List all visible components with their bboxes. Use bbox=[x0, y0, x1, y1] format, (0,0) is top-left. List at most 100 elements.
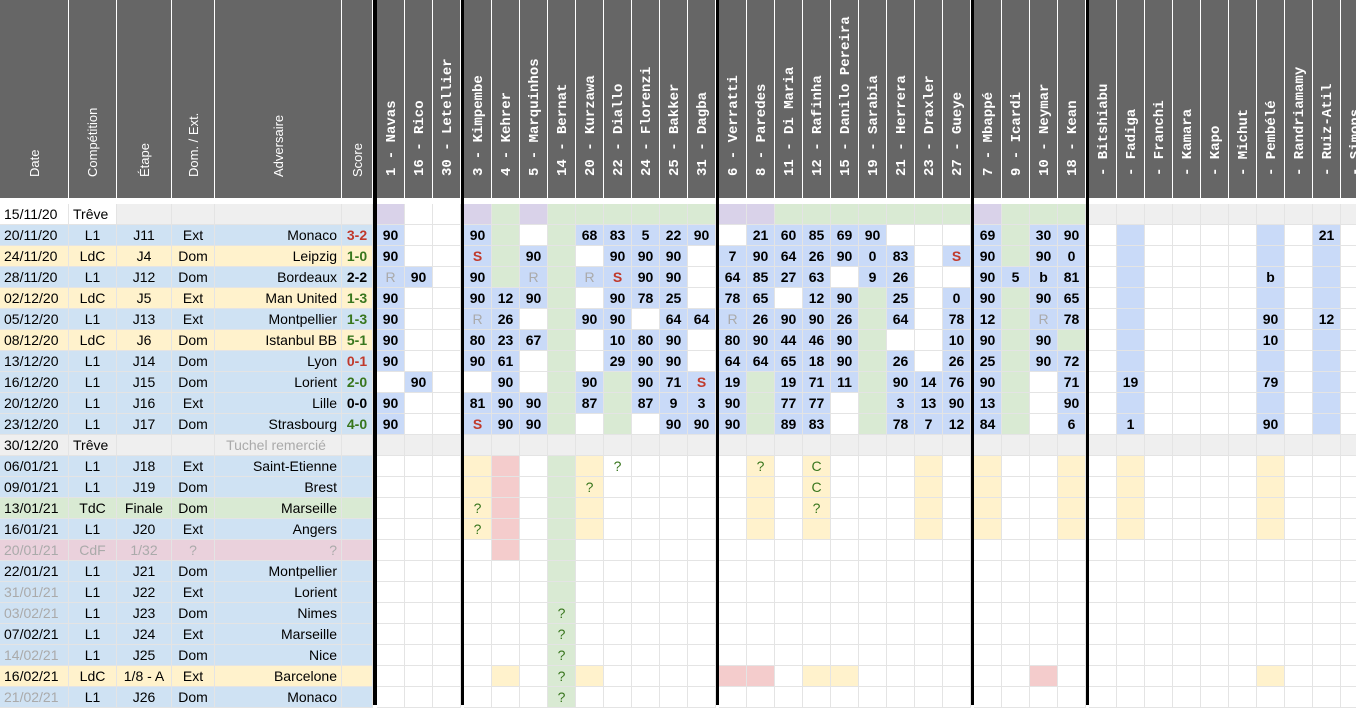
player-cell[interactable]: 90 bbox=[632, 351, 660, 372]
player-cell[interactable]: 90 bbox=[604, 309, 632, 330]
player-cell[interactable]: ? bbox=[747, 456, 775, 477]
player-cell[interactable] bbox=[1145, 456, 1173, 477]
player-cell[interactable]: 26 bbox=[831, 309, 859, 330]
player-cell[interactable] bbox=[604, 498, 632, 519]
player-cell[interactable] bbox=[433, 645, 461, 666]
player-cell[interactable] bbox=[974, 603, 1002, 624]
player-cell[interactable]: 79 bbox=[1257, 372, 1285, 393]
player-cell[interactable] bbox=[1145, 204, 1173, 225]
player-cell[interactable] bbox=[859, 498, 887, 519]
player-cell[interactable] bbox=[1313, 267, 1341, 288]
player-cell[interactable]: 10 bbox=[1257, 330, 1285, 351]
player-cell[interactable]: 90 bbox=[974, 372, 1002, 393]
player-cell[interactable] bbox=[1089, 288, 1117, 309]
player-cell[interactable]: 90 bbox=[1257, 309, 1285, 330]
player-cell[interactable]: 60 bbox=[775, 225, 803, 246]
player-cell[interactable] bbox=[974, 582, 1002, 603]
player-cell[interactable]: 21 bbox=[1313, 225, 1341, 246]
player-cell[interactable] bbox=[1341, 435, 1356, 456]
player-cell[interactable] bbox=[1002, 540, 1030, 561]
player-cell[interactable] bbox=[464, 624, 492, 645]
player-cell[interactable] bbox=[660, 498, 688, 519]
player-cell[interactable] bbox=[660, 582, 688, 603]
player-cell[interactable] bbox=[520, 435, 548, 456]
player-cell[interactable] bbox=[1313, 477, 1341, 498]
player-cell[interactable] bbox=[377, 540, 405, 561]
player-header-26[interactable]: - Fadiga bbox=[1117, 0, 1145, 198]
player-cell[interactable] bbox=[747, 624, 775, 645]
player-cell[interactable] bbox=[1145, 519, 1173, 540]
player-cell[interactable] bbox=[548, 561, 576, 582]
player-cell[interactable] bbox=[803, 603, 831, 624]
player-cell[interactable] bbox=[831, 477, 859, 498]
player-cell[interactable] bbox=[1089, 414, 1117, 435]
player-cell[interactable] bbox=[1173, 288, 1201, 309]
player-cell[interactable]: 90 bbox=[632, 267, 660, 288]
player-cell[interactable]: 9 bbox=[859, 267, 887, 288]
player-cell[interactable]: 90 bbox=[974, 267, 1002, 288]
player-cell[interactable] bbox=[719, 540, 747, 561]
player-cell[interactable] bbox=[548, 519, 576, 540]
player-cell[interactable]: 90 bbox=[492, 372, 520, 393]
player-cell[interactable]: 90 bbox=[405, 372, 433, 393]
player-cell[interactable] bbox=[632, 309, 660, 330]
player-cell[interactable] bbox=[1030, 519, 1058, 540]
player-cell[interactable] bbox=[1002, 561, 1030, 582]
player-cell[interactable] bbox=[719, 498, 747, 519]
player-header-2[interactable]: 30 - Letellier bbox=[433, 0, 461, 198]
player-cell[interactable]: ? bbox=[576, 477, 604, 498]
player-cell[interactable] bbox=[859, 309, 887, 330]
player-cell[interactable] bbox=[433, 456, 461, 477]
player-cell[interactable] bbox=[1117, 204, 1145, 225]
player-cell[interactable] bbox=[688, 456, 716, 477]
player-cell[interactable] bbox=[859, 393, 887, 414]
player-cell[interactable] bbox=[1229, 645, 1257, 666]
player-cell[interactable] bbox=[688, 624, 716, 645]
player-cell[interactable] bbox=[433, 225, 461, 246]
player-cell[interactable]: 90 bbox=[1257, 414, 1285, 435]
player-cell[interactable] bbox=[915, 225, 943, 246]
player-cell[interactable] bbox=[1173, 246, 1201, 267]
player-cell[interactable] bbox=[831, 603, 859, 624]
player-cell[interactable]: 29 bbox=[604, 351, 632, 372]
player-cell[interactable] bbox=[943, 477, 971, 498]
player-cell[interactable] bbox=[859, 603, 887, 624]
player-cell[interactable] bbox=[604, 582, 632, 603]
player-cell[interactable]: 90 bbox=[831, 288, 859, 309]
player-cell[interactable] bbox=[1285, 645, 1313, 666]
player-cell[interactable] bbox=[632, 477, 660, 498]
player-cell[interactable] bbox=[1173, 351, 1201, 372]
player-cell[interactable] bbox=[604, 645, 632, 666]
player-cell[interactable]: 64 bbox=[887, 309, 915, 330]
player-cell[interactable] bbox=[548, 372, 576, 393]
player-cell[interactable] bbox=[1313, 393, 1341, 414]
player-cell[interactable] bbox=[747, 414, 775, 435]
player-cell[interactable] bbox=[974, 540, 1002, 561]
player-cell[interactable]: 13 bbox=[915, 393, 943, 414]
player-cell[interactable] bbox=[433, 603, 461, 624]
player-cell[interactable] bbox=[492, 582, 520, 603]
player-cell[interactable] bbox=[660, 666, 688, 687]
player-cell[interactable] bbox=[943, 540, 971, 561]
player-cell[interactable] bbox=[1313, 435, 1341, 456]
player-cell[interactable] bbox=[887, 582, 915, 603]
player-cell[interactable] bbox=[887, 624, 915, 645]
player-cell[interactable] bbox=[747, 204, 775, 225]
player-cell[interactable] bbox=[1313, 330, 1341, 351]
player-cell[interactable] bbox=[1257, 225, 1285, 246]
player-cell[interactable]: 90 bbox=[974, 288, 1002, 309]
player-cell[interactable]: 18 bbox=[803, 351, 831, 372]
player-cell[interactable] bbox=[405, 561, 433, 582]
player-cell[interactable] bbox=[1030, 645, 1058, 666]
player-cell[interactable] bbox=[492, 246, 520, 267]
player-cell[interactable] bbox=[1229, 498, 1257, 519]
player-cell[interactable]: 90 bbox=[492, 414, 520, 435]
player-cell[interactable]: 90 bbox=[719, 393, 747, 414]
player-cell[interactable] bbox=[1058, 519, 1086, 540]
player-cell[interactable] bbox=[660, 603, 688, 624]
player-cell[interactable] bbox=[604, 624, 632, 645]
player-cell[interactable]: 81 bbox=[1058, 267, 1086, 288]
player-cell[interactable] bbox=[548, 267, 576, 288]
player-cell[interactable] bbox=[1257, 435, 1285, 456]
player-cell[interactable] bbox=[1173, 393, 1201, 414]
